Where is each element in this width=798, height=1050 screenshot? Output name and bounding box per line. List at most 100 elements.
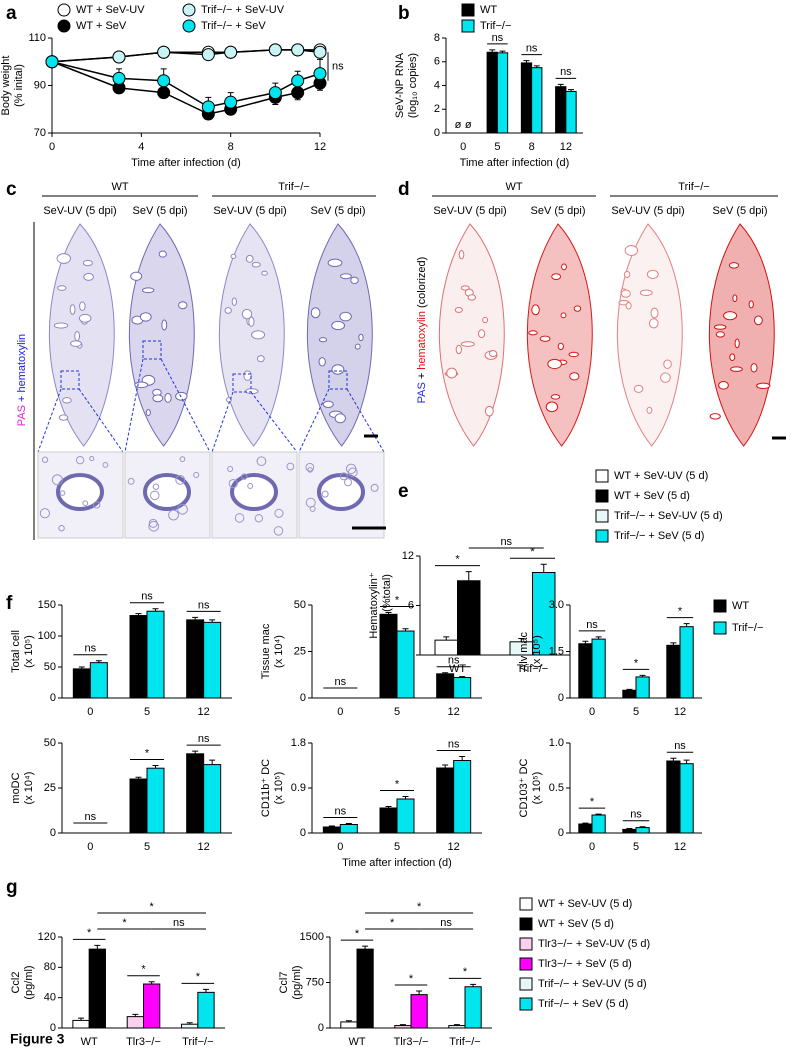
airway (732, 294, 738, 303)
x-axis-label: Time after infection (d) (342, 857, 452, 869)
bar (143, 983, 161, 1029)
error-bar (459, 756, 466, 761)
alveolus (305, 497, 316, 508)
x-tick-label: Trif−/− (517, 663, 548, 675)
alveolus (149, 490, 160, 501)
airway (74, 330, 81, 342)
bar (410, 994, 428, 1029)
airway (57, 285, 67, 291)
point (224, 95, 238, 109)
airway (620, 289, 631, 298)
airway (547, 358, 562, 370)
y-tick-label: 150 (38, 599, 56, 611)
significance-label: * (678, 606, 683, 618)
x-tick-label: Trif−/− (449, 1036, 480, 1048)
bar (126, 1016, 144, 1029)
x-tick-label: WT (81, 1036, 98, 1048)
column-label: SeV (5 dpi) (132, 205, 187, 217)
inset-airway (317, 473, 365, 511)
alveolus (193, 471, 200, 478)
legend-label: WT + SeV-UV (5 d) (614, 470, 708, 482)
bar (203, 764, 222, 834)
comparison-label: ns (173, 917, 185, 929)
point (201, 100, 215, 114)
bar (486, 51, 498, 134)
zoom-line (124, 358, 211, 453)
legend-label: Tlr3−/− + SeV (5 d) (538, 958, 632, 970)
error-bar (683, 759, 690, 764)
value-label: ø (455, 119, 462, 131)
panel-letter: e (398, 481, 409, 502)
legend-marker (57, 19, 71, 33)
bar (181, 1023, 199, 1029)
y-tick-label: 1500 (300, 931, 324, 943)
stain-label: PAS + hematoxylin (16, 334, 28, 426)
significance-label: * (395, 594, 400, 606)
y-tick-label: 0 (50, 827, 56, 839)
y-tick-label: 1.8 (291, 737, 306, 749)
bar (591, 814, 606, 834)
airway (709, 413, 721, 420)
significance-label: * (141, 964, 146, 976)
y-tick-label: 1.5 (549, 645, 564, 657)
airway (322, 400, 334, 408)
error-bar (362, 945, 369, 950)
airway (134, 381, 149, 389)
legend-marker (182, 19, 196, 33)
significance-label: ns (586, 619, 598, 631)
airway (753, 315, 763, 326)
y-axis-label: Tissue mac (260, 623, 272, 679)
alveolus (309, 505, 316, 512)
y-tick-label: 40 (44, 992, 56, 1004)
airway (175, 391, 188, 401)
lung-section (48, 223, 115, 447)
significance-label: ns (335, 805, 347, 817)
y-tick-label: 0 (318, 1022, 324, 1034)
alveolus (51, 474, 63, 486)
bar (453, 760, 472, 834)
airway (488, 350, 498, 358)
bar (129, 615, 148, 699)
bar (679, 763, 694, 834)
x-tick-label: 0 (337, 706, 343, 718)
y-tick-label: 25 (294, 645, 306, 657)
bar (622, 689, 637, 699)
comparison-label: * (417, 901, 422, 913)
airway (730, 366, 743, 372)
comparison-label: ns (440, 917, 452, 929)
legend-label: Trif−/− + SeV (5 d) (614, 530, 704, 542)
airway (624, 245, 639, 256)
y-axis-label: (x 10⁵) (531, 635, 543, 668)
airway (477, 329, 486, 339)
stain-part: hematoxylin (416, 311, 428, 370)
bar (322, 826, 341, 834)
legend-label: Trif−/− + SeV-UV (201, 4, 285, 16)
zoom-line (298, 388, 385, 453)
significance-label: ns (526, 42, 538, 54)
significance-label: ns (198, 733, 210, 745)
column-label: SeV-UV (5 dpi) (43, 205, 116, 217)
airway (178, 301, 188, 310)
y-tick-label: 0.9 (291, 782, 306, 794)
significance-label: ns (448, 738, 460, 750)
airway (241, 308, 253, 320)
airway (224, 307, 232, 314)
significance-label: * (634, 657, 639, 669)
error-bar (443, 636, 450, 641)
airway (318, 357, 326, 367)
significance-label: * (530, 546, 535, 558)
airway (454, 306, 463, 313)
airway (358, 333, 364, 342)
x-axis-label: Time after infection (d) (460, 157, 570, 169)
bar (578, 823, 593, 834)
y-tick-label: 0.5 (549, 782, 564, 794)
error-bar (465, 571, 472, 581)
alveolus (102, 462, 109, 468)
alveolus (286, 462, 295, 471)
legend-marker (182, 3, 196, 17)
lung-section (438, 223, 505, 447)
legend-label: Tlr3−/− + SeV-UV (5 d) (538, 938, 650, 950)
bar (591, 638, 606, 699)
y-axis-label: (% inital) (13, 64, 25, 107)
significance-label: ns (448, 655, 460, 667)
